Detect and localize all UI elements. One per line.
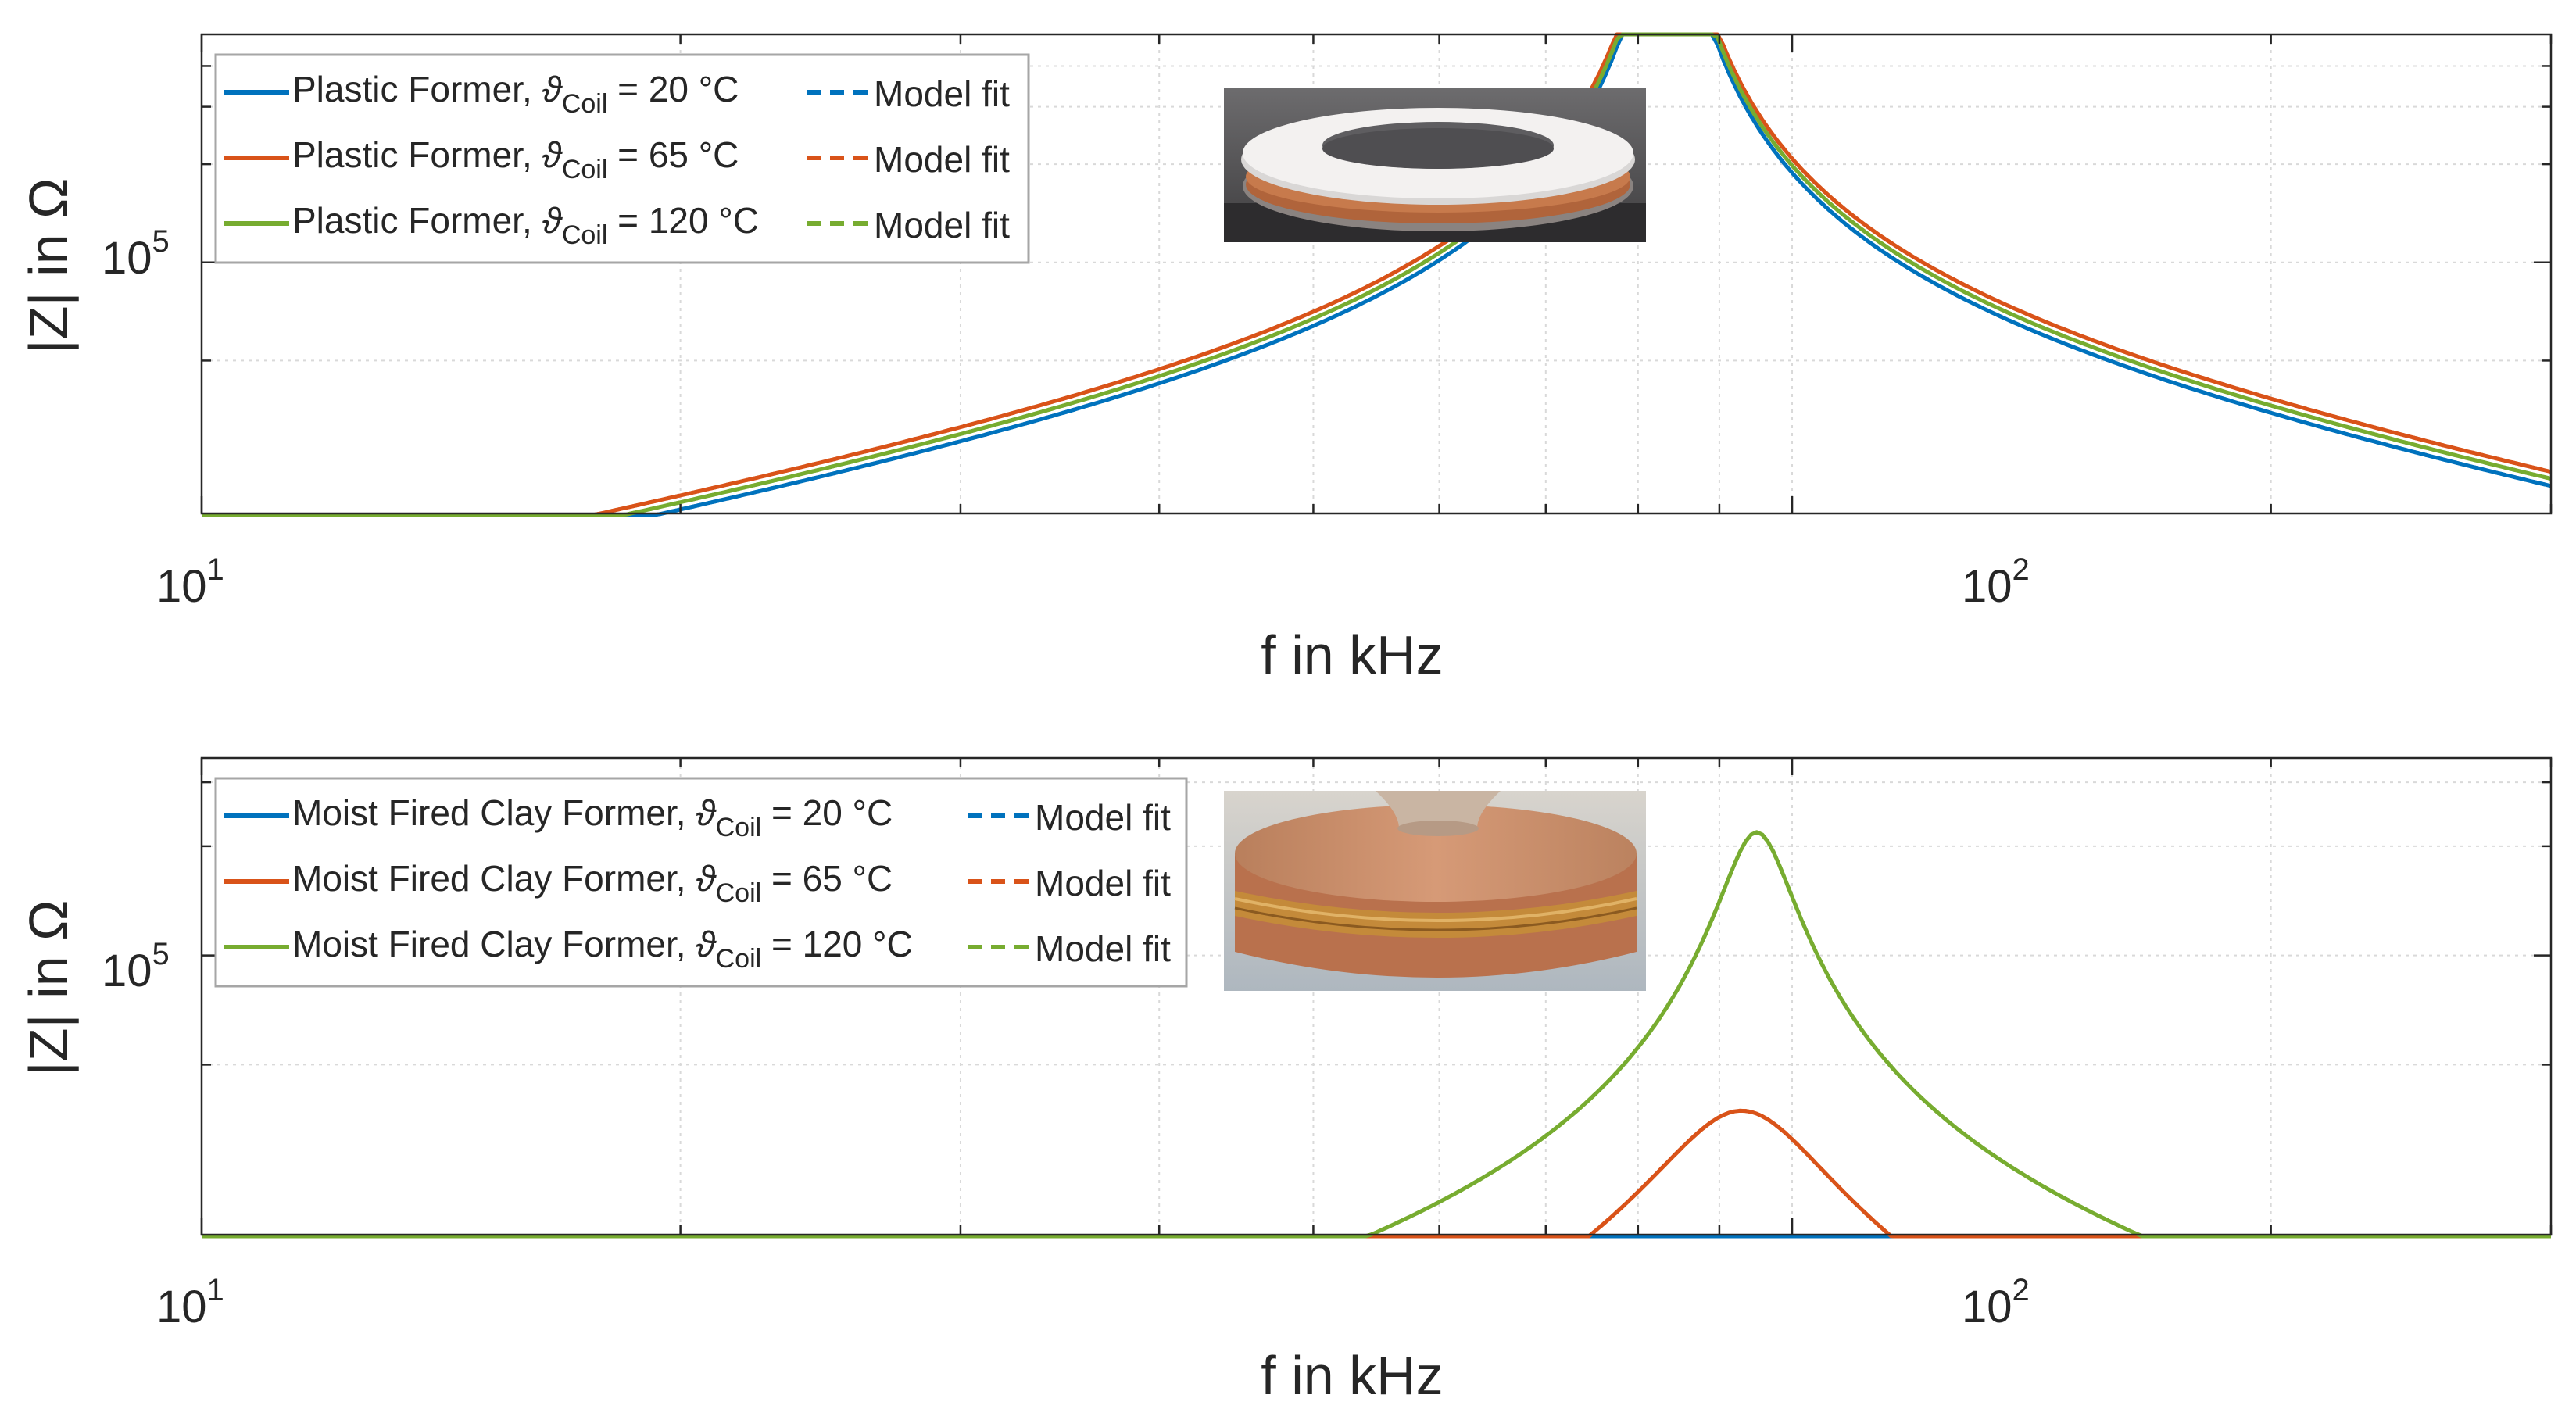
legend-entry-65C: Plastic Former, ϑCoil = 65 °C Model fit — [224, 134, 1010, 184]
legend-entry-120C: Plastic Former, ϑCoil = 120 °C Model fit — [224, 200, 1010, 250]
x-axis-label: f in kHz — [1261, 624, 1443, 685]
legend-box — [214, 53, 1030, 264]
legend-fit-label: Model fit — [1035, 797, 1171, 838]
plot-frame — [200, 756, 2553, 1236]
legend-entry-20C: Plastic Former, ϑCoil = 20 °C Model fit — [224, 69, 1010, 119]
legend-label: Moist Fired Clay Former, ϑCoil = 65 °C — [292, 858, 893, 908]
legend-fit-label: Model fit — [874, 205, 1010, 245]
x-axis-label: f in kHz — [1261, 1345, 1443, 1406]
x-tick-label-10^2: 102 — [1962, 552, 2030, 612]
legend-label: Plastic Former, ϑCoil = 20 °C — [292, 69, 739, 119]
series-line-3 — [202, 1108, 2551, 1239]
legend-label: Moist Fired Clay Former, ϑCoil = 20 °C — [292, 792, 893, 842]
y-axis-label: |Z| in Ω — [18, 178, 79, 354]
panel-clay-former: 101 102 105 f in kHz |Z| in Ω Moist Fire… — [18, 756, 2553, 1406]
series-line-5 — [202, 32, 2552, 517]
legend-label: Moist Fired Clay Former, ϑCoil = 120 °C — [292, 924, 913, 974]
legend: Plastic Former, ϑCoil = 20 °C Model fit … — [214, 53, 1030, 264]
plot-frame — [200, 33, 2553, 515]
legend-label: Plastic Former, ϑCoil = 120 °C — [292, 200, 759, 250]
legend-fit-label: Model fit — [874, 73, 1010, 114]
legend-entry-20C: Moist Fired Clay Former, ϑCoil = 20 °C M… — [224, 792, 1171, 842]
x-tick-label-10^1: 101 — [156, 1273, 224, 1332]
series-line-5 — [202, 830, 2551, 1239]
y-tick-label-10^5: 105 — [102, 224, 170, 284]
tick-marks — [200, 34, 2553, 513]
legend-fit-label: Model fit — [1035, 928, 1171, 969]
y-axis-label: |Z| in Ω — [18, 900, 79, 1076]
plastic-former-coil-photo — [1224, 88, 1646, 242]
x-tick-label-10^1: 101 — [156, 552, 224, 612]
x-tick-label-10^2: 102 — [1962, 1273, 2030, 1332]
legend-entry-120C: Moist Fired Clay Former, ϑCoil = 120 °C … — [224, 924, 1171, 974]
tick-marks — [200, 758, 2553, 1235]
legend: Moist Fired Clay Former, ϑCoil = 20 °C M… — [214, 777, 1188, 988]
legend-fit-label: Model fit — [1035, 863, 1171, 903]
legend-label: Plastic Former, ϑCoil = 65 °C — [292, 134, 739, 184]
legend-entry-65C: Moist Fired Clay Former, ϑCoil = 65 °C M… — [224, 858, 1171, 908]
series-line-2 — [202, 1108, 2551, 1239]
legend-fit-label: Model fit — [874, 139, 1010, 180]
y-tick-label-10^5: 105 — [102, 937, 170, 996]
series-group — [202, 32, 2552, 517]
series-group — [202, 830, 2551, 1239]
clay-former-coil-photo — [1224, 791, 1646, 991]
panel-plastic-former: 101 102 105 f in kHz |Z| in Ω Plastic Fo… — [18, 32, 2553, 685]
